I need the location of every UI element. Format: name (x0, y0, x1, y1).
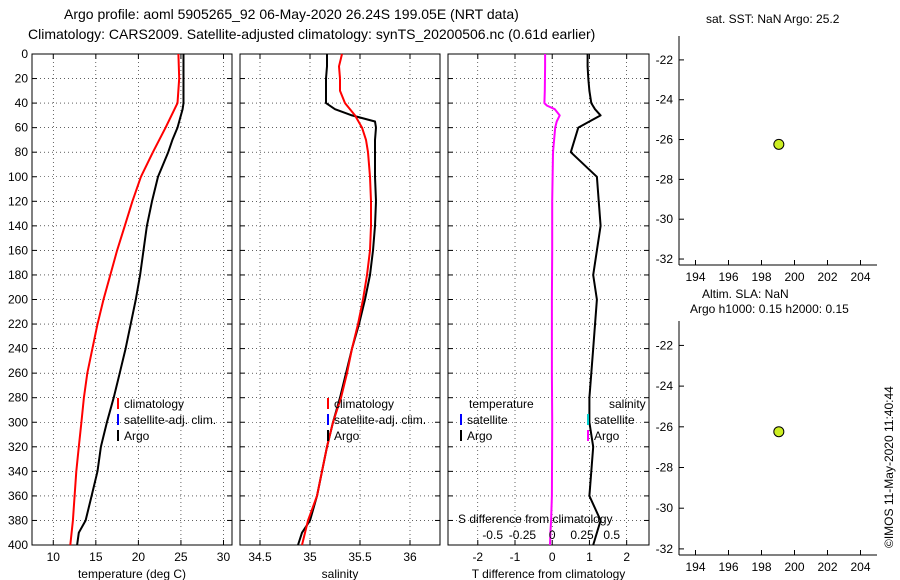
secondary-tick-label: 0 (549, 528, 556, 542)
x-tick-label: 35.5 (348, 550, 372, 564)
secondary-tick-label: -0.5 (482, 528, 503, 542)
map-x-tick-label: 204 (850, 560, 870, 574)
x-tick-label: 1 (586, 550, 593, 564)
map-y-tick-label: -30 (656, 212, 674, 226)
map-x-tick-label: 200 (784, 270, 804, 284)
series-line-t-difference (569, 54, 602, 546)
map-x-tick-label: 196 (718, 270, 738, 284)
sst-map-title: sat. SST: NaN Argo: 25.2 (706, 12, 840, 26)
map-x-tick-label: 194 (685, 560, 705, 574)
map-x-tick-label: 202 (817, 270, 837, 284)
legend-label: climatology (334, 397, 394, 411)
map-y-tick-label: -24 (656, 379, 674, 393)
secondary-tick-label: 0.25 (570, 528, 594, 542)
x-axis-label: salinity (322, 567, 359, 580)
imos-timestamp: ©IMOS 11-May-2020 11:40:44 (882, 386, 896, 548)
map-y-tick-label: -26 (656, 420, 674, 434)
depth-tick-label: 380 (8, 513, 28, 527)
x-tick-label: 10 (47, 550, 61, 564)
depth-tick-label: 100 (8, 170, 28, 184)
series-line-climatology (69, 53, 181, 546)
depth-tick-label: 80 (15, 145, 29, 159)
legend-label: Argo (467, 429, 493, 443)
sla-map-title-2: Argo h1000: 0.15 h2000: 0.15 (690, 302, 849, 316)
map-x-tick-label: 194 (685, 270, 705, 284)
secondary-tick-label: -0.25 (509, 528, 537, 542)
x-tick-label: -1 (510, 550, 521, 564)
series-line-climatology (301, 53, 372, 546)
secondary-axis-label: S difference from climatology (458, 512, 613, 526)
series-line-s-difference (543, 54, 561, 546)
depth-tick-label: 320 (8, 440, 28, 454)
map-x-tick-label: 200 (784, 560, 804, 574)
map-x-tick-label: 202 (817, 560, 837, 574)
depth-tick-label: 20 (15, 72, 29, 86)
map-x-tick-label: 196 (718, 560, 738, 574)
x-tick-label: 25 (174, 550, 188, 564)
legend-label: satellite (467, 413, 508, 427)
x-tick-label: -2 (472, 550, 483, 564)
profile-location-marker (773, 138, 785, 150)
legend-label: Argo (124, 429, 150, 443)
legend-label: Argo (594, 429, 620, 443)
title-line-2: Climatology: CARS2009. Satellite-adjuste… (28, 26, 595, 42)
legend-label: satellite-adj. clim. (334, 413, 426, 427)
title-line-1: Argo profile: aoml 5905265_92 06-May-202… (64, 6, 519, 22)
x-tick-label: 34.5 (248, 550, 272, 564)
depth-tick-label: 160 (8, 243, 28, 257)
profile-location-marker (773, 426, 785, 438)
x-tick-label: 2 (623, 550, 630, 564)
depth-tick-label: 220 (8, 317, 28, 331)
map-y-tick-label: -24 (656, 93, 674, 107)
depth-tick-label: 240 (8, 342, 28, 356)
map-y-tick-label: -32 (656, 542, 674, 556)
depth-tick-label: 200 (8, 293, 28, 307)
sla-map-title-1: Altim. SLA: NaN (702, 287, 789, 301)
legend-label: satellite (594, 413, 635, 427)
map-y-tick-label: -30 (656, 501, 674, 515)
depth-tick-label: 120 (8, 194, 28, 208)
map-y-tick-label: -22 (656, 53, 674, 67)
depth-tick-label: 300 (8, 415, 28, 429)
map-y-tick-label: -22 (656, 338, 674, 352)
map-y-tick-label: -28 (656, 461, 674, 475)
x-tick-label: 30 (217, 550, 231, 564)
secondary-tick-label: 0.5 (603, 528, 620, 542)
depth-tick-label: 340 (8, 464, 28, 478)
depth-tick-label: 140 (8, 219, 28, 233)
x-tick-label: 20 (132, 550, 146, 564)
depth-tick-label: 180 (8, 268, 28, 282)
legend-title-temperature: temperature (469, 397, 534, 411)
depth-tick-label: 40 (15, 96, 29, 110)
depth-tick-label: 260 (8, 366, 28, 380)
depth-tick-label: 60 (15, 121, 29, 135)
x-axis-label: temperature (deg C) (78, 567, 186, 580)
depth-tick-label: 280 (8, 391, 28, 405)
x-tick-label: 15 (89, 550, 103, 564)
depth-tick-label: 360 (8, 489, 28, 503)
depth-tick-label: 0 (21, 47, 28, 61)
x-axis-label: T difference from climatology (472, 567, 626, 580)
map-x-tick-label: 204 (850, 270, 870, 284)
legend-title-salinity: salinity (609, 397, 646, 411)
legend-label: Argo (334, 429, 360, 443)
x-tick-label: 35 (303, 550, 317, 564)
x-tick-label: 36 (403, 550, 417, 564)
series-line-argo (76, 54, 185, 546)
x-tick-label: 0 (549, 550, 556, 564)
legend-label: climatology (124, 397, 184, 411)
map-y-tick-label: -26 (656, 133, 674, 147)
map-x-tick-label: 198 (751, 560, 771, 574)
legend-label: satellite-adj. clim. (124, 413, 216, 427)
map-x-tick-label: 198 (751, 270, 771, 284)
map-y-tick-label: -32 (656, 252, 674, 266)
depth-tick-label: 400 (8, 538, 28, 552)
map-y-tick-label: -28 (656, 172, 674, 186)
